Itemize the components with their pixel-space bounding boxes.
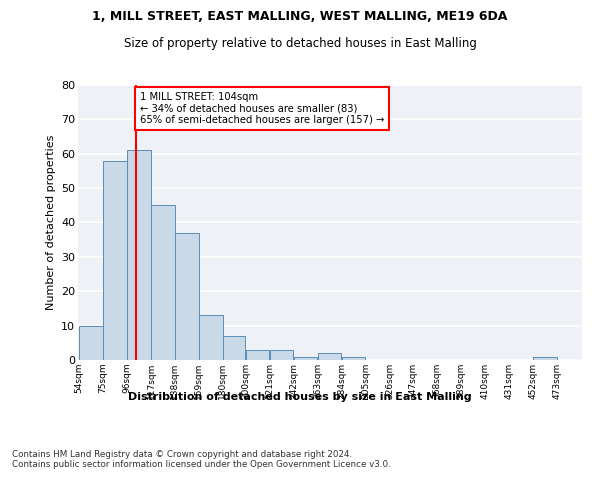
Bar [151, 206, 175, 360]
Bar [533, 356, 557, 360]
Bar [103, 160, 127, 360]
Text: 1 MILL STREET: 104sqm
← 34% of detached houses are smaller (83)
65% of semi-deta: 1 MILL STREET: 104sqm ← 34% of detached … [140, 92, 384, 125]
Bar [127, 150, 151, 360]
Bar [341, 356, 365, 360]
Text: Distribution of detached houses by size in East Malling: Distribution of detached houses by size … [128, 392, 472, 402]
Text: Contains HM Land Registry data © Crown copyright and database right 2024.
Contai: Contains HM Land Registry data © Crown c… [12, 450, 391, 469]
Bar [270, 350, 293, 360]
Bar [317, 353, 341, 360]
Bar [293, 356, 317, 360]
Bar [175, 233, 199, 360]
Text: Size of property relative to detached houses in East Malling: Size of property relative to detached ho… [124, 38, 476, 51]
Bar [79, 326, 103, 360]
Bar [223, 336, 245, 360]
Bar [199, 316, 223, 360]
Text: 1, MILL STREET, EAST MALLING, WEST MALLING, ME19 6DA: 1, MILL STREET, EAST MALLING, WEST MALLI… [92, 10, 508, 23]
Bar [246, 350, 269, 360]
Y-axis label: Number of detached properties: Number of detached properties [46, 135, 56, 310]
